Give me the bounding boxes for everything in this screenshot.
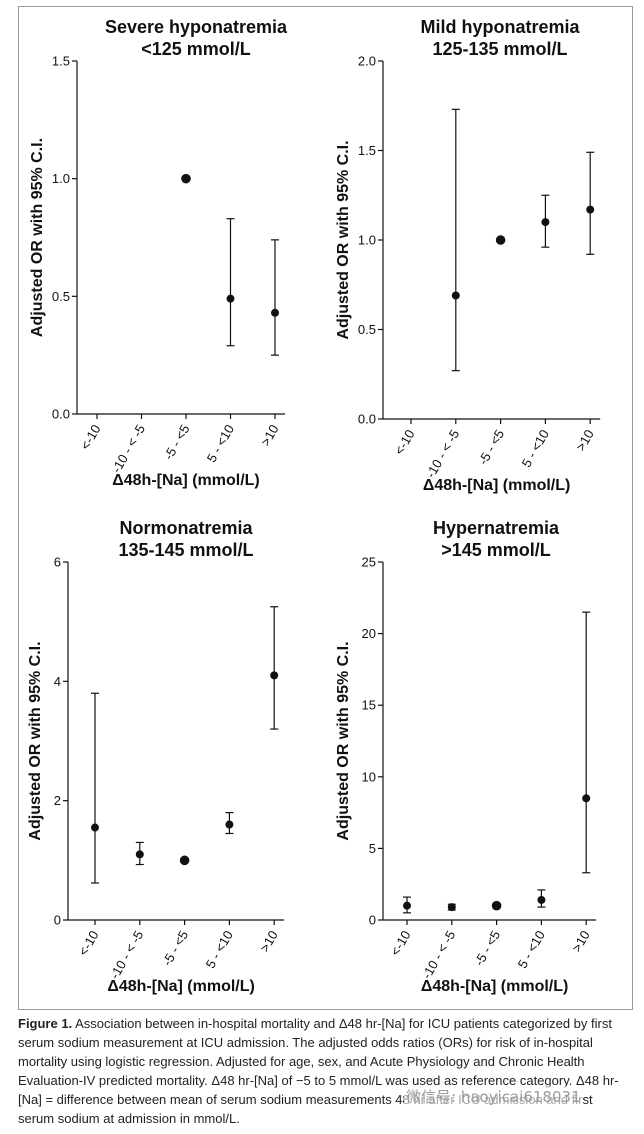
y-tick-label: 1.0 bbox=[358, 233, 376, 248]
or-point bbox=[451, 291, 460, 300]
caption-text: Association between in-hospital mortalit… bbox=[18, 1016, 619, 1126]
y-tick-label: 5 bbox=[369, 841, 376, 856]
panel-title: Severe hyponatremia bbox=[105, 17, 288, 37]
or-point bbox=[582, 794, 591, 803]
reference-point bbox=[495, 235, 506, 245]
or-point bbox=[447, 903, 456, 912]
x-tick-label: -10 - < -5 bbox=[419, 928, 459, 981]
y-tick-label: 10 bbox=[362, 769, 376, 784]
x-tick-label: 5 - <10 bbox=[515, 928, 548, 971]
x-tick-label: <-10 bbox=[77, 422, 103, 452]
x-tick-label: -10 - < -5 bbox=[423, 427, 463, 480]
or-point bbox=[586, 205, 595, 214]
y-axis-label: Adjusted OR with 95% C.I. bbox=[335, 641, 352, 840]
panel-subtitle: 125-135 mmol/L bbox=[432, 39, 567, 59]
panel-subtitle: 135-145 mmol/L bbox=[118, 540, 253, 560]
reference-point bbox=[491, 900, 502, 911]
or-point bbox=[226, 294, 235, 303]
or-point bbox=[270, 671, 279, 680]
figure-frame bbox=[18, 6, 633, 1010]
x-tick-label: >10 bbox=[569, 928, 593, 955]
x-tick-label: >10 bbox=[257, 928, 281, 955]
or-point bbox=[537, 895, 546, 904]
x-tick-label: -10 - < -5 bbox=[107, 928, 147, 981]
x-tick-label: -5 - <5 bbox=[161, 422, 193, 462]
y-tick-label: 0.5 bbox=[358, 322, 376, 337]
x-axis-label: Δ48h-[Na] (mmol/L) bbox=[421, 978, 569, 995]
y-axis-label: Adjusted OR with 95% C.I. bbox=[27, 641, 44, 840]
panel-4: Hypernatremia>145 mmol/L 0 5 10 15 20 25 <-10 -1… bbox=[335, 518, 597, 995]
x-tick-label: <-10 bbox=[387, 928, 413, 958]
or-point bbox=[271, 308, 279, 317]
chart-grid: Severe hyponatremia<125 mmol/L 0.0 0.5 1.0 1… bbox=[27, 17, 601, 995]
y-tick-label: 1.5 bbox=[52, 54, 70, 69]
x-axis-label: Δ48h-[Na] (mmol/L) bbox=[112, 472, 260, 489]
y-tick-label: 0.0 bbox=[358, 412, 376, 427]
or-point bbox=[541, 218, 550, 227]
x-tick-label: -5 - <5 bbox=[475, 427, 507, 467]
y-tick-label: 0 bbox=[369, 913, 376, 928]
y-axis-label: Adjusted OR with 95% C.I. bbox=[29, 138, 46, 337]
x-axis-label: Δ48h-[Na] (mmol/L) bbox=[107, 978, 255, 995]
x-tick-label: 5 - <10 bbox=[519, 427, 552, 470]
x-axis-label: Δ48h-[Na] (mmol/L) bbox=[423, 477, 571, 494]
y-tick-label: 1.0 bbox=[52, 171, 70, 186]
panel-1: Severe hyponatremia<125 mmol/L 0.0 0.5 1.0 1… bbox=[29, 17, 288, 489]
x-tick-label: -5 - <5 bbox=[471, 928, 503, 968]
panel-title: Hypernatremia bbox=[433, 518, 560, 538]
or-point bbox=[225, 820, 234, 829]
panel-title: Mild hyponatremia bbox=[420, 17, 580, 37]
y-tick-label: 4 bbox=[54, 674, 61, 689]
panel-title: Normonatremia bbox=[119, 518, 253, 538]
y-axis-label: Adjusted OR with 95% C.I. bbox=[335, 140, 352, 339]
x-tick-label: >10 bbox=[258, 422, 282, 449]
y-tick-label: 0.5 bbox=[52, 289, 70, 304]
x-tick-label: 5 - <10 bbox=[203, 928, 236, 971]
y-tick-label: 2 bbox=[54, 793, 61, 808]
y-tick-label: 15 bbox=[362, 698, 376, 713]
x-tick-label: <-10 bbox=[391, 427, 417, 457]
figure-caption: Figure 1. Association between in-hospita… bbox=[18, 1014, 630, 1128]
panel-subtitle: >145 mmol/L bbox=[441, 540, 551, 560]
x-tick-label: -5 - <5 bbox=[159, 928, 191, 968]
x-tick-label: <-10 bbox=[75, 928, 101, 958]
y-tick-label: 0 bbox=[54, 913, 61, 928]
x-tick-label: 5 - <10 bbox=[204, 422, 237, 465]
caption-label: Figure 1. bbox=[18, 1016, 73, 1031]
watermark: 微信号: haoyicai618031 bbox=[404, 1086, 583, 1107]
reference-point bbox=[181, 173, 191, 184]
y-tick-label: 0.0 bbox=[52, 407, 70, 422]
y-tick-label: 6 bbox=[54, 555, 61, 570]
x-tick-label: >10 bbox=[573, 427, 597, 454]
panel-subtitle: <125 mmol/L bbox=[141, 39, 251, 59]
y-tick-label: 2.0 bbox=[358, 54, 376, 69]
y-tick-label: 20 bbox=[362, 626, 376, 641]
y-tick-label: 25 bbox=[362, 555, 376, 570]
x-tick-label: -10 - < -5 bbox=[109, 422, 149, 475]
reference-point bbox=[179, 855, 190, 866]
or-point bbox=[91, 823, 99, 832]
or-point bbox=[403, 901, 411, 910]
y-tick-label: 1.5 bbox=[358, 143, 376, 158]
or-point bbox=[135, 850, 144, 859]
